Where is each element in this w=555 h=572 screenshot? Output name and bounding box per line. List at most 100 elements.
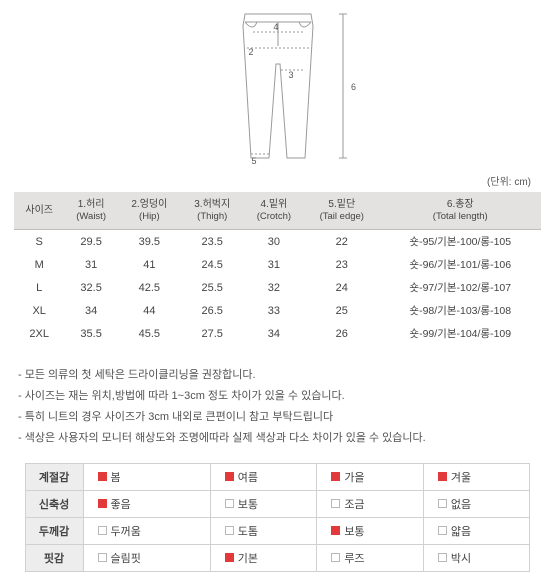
attr-option: 없음 <box>423 490 530 517</box>
value-cell: 34 <box>244 322 304 351</box>
table-row: S29.539.523.53022숏-95/기본-100/롱-105 <box>14 230 541 254</box>
diagram-label-5: 5 <box>251 156 256 166</box>
size-col-2: 2.엉덩이(Hip) <box>118 192 181 230</box>
attr-option: 루즈 <box>317 544 424 571</box>
value-cell: 23 <box>304 253 379 276</box>
option-text: 보통 <box>238 496 258 512</box>
table-row: M314124.53123숏-96/기본-101/롱-106 <box>14 253 541 276</box>
option-text: 봄 <box>111 469 121 485</box>
option-text: 얇음 <box>451 523 471 539</box>
value-cell: 25.5 <box>181 276 244 299</box>
attr-option: 기본 <box>210 544 317 571</box>
diagram-label-2: 2 <box>248 47 253 57</box>
value-cell: 23.5 <box>181 230 244 254</box>
attr-row: 핏감 슬림핏 기본 루즈 박시 <box>25 544 530 571</box>
size-cell: L <box>14 276 64 299</box>
option-text: 좋음 <box>111 496 131 512</box>
note-line: - 특히 니트의 경우 사이즈가 3cm 내외로 큰편이니 참고 부탁드립니다 <box>18 407 541 428</box>
attr-row: 신축성 좋음 보통 조금 없음 <box>25 490 530 517</box>
value-cell: 42.5 <box>118 276 181 299</box>
option-text: 슬림핏 <box>111 550 141 566</box>
value-cell: 숏-99/기본-104/롱-109 <box>380 322 541 351</box>
diagram-label-4: 4 <box>273 22 278 32</box>
value-cell: 숏-95/기본-100/롱-105 <box>380 230 541 254</box>
value-cell: 숏-96/기본-101/롱-106 <box>380 253 541 276</box>
value-cell: 33 <box>244 299 304 322</box>
size-cell: XL <box>14 299 64 322</box>
attr-option: 겨울 <box>423 463 530 490</box>
attr-label: 두께감 <box>25 517 83 544</box>
value-cell: 44 <box>118 299 181 322</box>
value-cell: 39.5 <box>118 230 181 254</box>
attr-option: 박시 <box>423 544 530 571</box>
attr-option: 조금 <box>317 490 424 517</box>
option-text: 박시 <box>451 550 471 566</box>
size-col-6: 6.총장(Total length) <box>380 192 541 230</box>
value-cell: 숏-97/기본-102/롱-107 <box>380 276 541 299</box>
attr-label: 신축성 <box>25 490 83 517</box>
value-cell: 26 <box>304 322 379 351</box>
attr-option: 슬림핏 <box>83 544 210 571</box>
value-cell: 25 <box>304 299 379 322</box>
value-cell: 27.5 <box>181 322 244 351</box>
size-cell: S <box>14 230 64 254</box>
value-cell: 32.5 <box>64 276 118 299</box>
attr-row: 계절감 봄 여름 가을 겨울 <box>25 463 530 490</box>
table-row: L32.542.525.53224숏-97/기본-102/롱-107 <box>14 276 541 299</box>
size-table: 사이즈 1.허리(Waist) 2.엉덩이(Hip) 3.허벅지(Thigh) … <box>14 192 541 351</box>
note-line: - 색상은 사용자의 모니터 해상도와 조명에따라 실제 색상과 다소 차이가 … <box>18 428 541 449</box>
option-text: 겨울 <box>451 469 471 485</box>
checkbox-icon <box>225 499 234 508</box>
attribute-table: 계절감봄여름가을겨울신축성좋음보통조금없음두께감두꺼움도톰보통얇음핏감슬림핏기본… <box>25 463 531 572</box>
checkbox-icon <box>331 499 340 508</box>
care-notes: - 모든 의류의 첫 세탁은 드라이클리닝을 권장합니다. - 사이즈는 재는 … <box>18 365 541 449</box>
checkbox-icon <box>225 472 234 481</box>
diagram-label-6: 6 <box>351 82 356 92</box>
option-text: 여름 <box>238 469 258 485</box>
option-text: 가을 <box>344 469 364 485</box>
size-col-3: 3.허벅지(Thigh) <box>181 192 244 230</box>
attr-option: 얇음 <box>423 517 530 544</box>
attr-option: 보통 <box>210 490 317 517</box>
checkbox-icon <box>98 499 107 508</box>
checkbox-icon <box>438 526 447 535</box>
table-row: 2XL35.545.527.53426숏-99/기본-104/롱-109 <box>14 322 541 351</box>
attr-option: 여름 <box>210 463 317 490</box>
size-cell: 2XL <box>14 322 64 351</box>
note-line: - 사이즈는 재는 위치,방법에 따라 1~3cm 정도 차이가 있을 수 있습… <box>18 386 541 407</box>
attr-label: 계절감 <box>25 463 83 490</box>
value-cell: 24 <box>304 276 379 299</box>
value-cell: 35.5 <box>64 322 118 351</box>
option-text: 두꺼움 <box>111 523 141 539</box>
attr-option: 좋음 <box>83 490 210 517</box>
option-text: 보통 <box>344 523 364 539</box>
value-cell: 45.5 <box>118 322 181 351</box>
value-cell: 24.5 <box>181 253 244 276</box>
size-col-1: 1.허리(Waist) <box>64 192 118 230</box>
checkbox-icon <box>225 526 234 535</box>
value-cell: 22 <box>304 230 379 254</box>
value-cell: 29.5 <box>64 230 118 254</box>
size-cell: M <box>14 253 64 276</box>
attr-option: 가을 <box>317 463 424 490</box>
checkbox-icon <box>438 499 447 508</box>
value-cell: 숏-98/기본-103/롱-108 <box>380 299 541 322</box>
attr-label: 핏감 <box>25 544 83 571</box>
option-text: 도톰 <box>238 523 258 539</box>
checkbox-icon <box>331 526 340 535</box>
pants-diagram: 4 2 3 5 6 <box>14 8 541 169</box>
value-cell: 31 <box>244 253 304 276</box>
diagram-label-3: 3 <box>288 70 293 80</box>
note-line: - 모든 의류의 첫 세탁은 드라이클리닝을 권장합니다. <box>18 365 541 386</box>
checkbox-icon <box>331 472 340 481</box>
option-text: 루즈 <box>344 550 364 566</box>
option-text: 조금 <box>344 496 364 512</box>
size-col-5: 5.밑단(Tail edge) <box>304 192 379 230</box>
size-col-4: 4.밑위(Crotch) <box>244 192 304 230</box>
value-cell: 30 <box>244 230 304 254</box>
option-text: 기본 <box>238 550 258 566</box>
attr-option: 보통 <box>317 517 424 544</box>
size-col-0: 사이즈 <box>14 192 64 230</box>
checkbox-icon <box>438 472 447 481</box>
checkbox-icon <box>98 526 107 535</box>
